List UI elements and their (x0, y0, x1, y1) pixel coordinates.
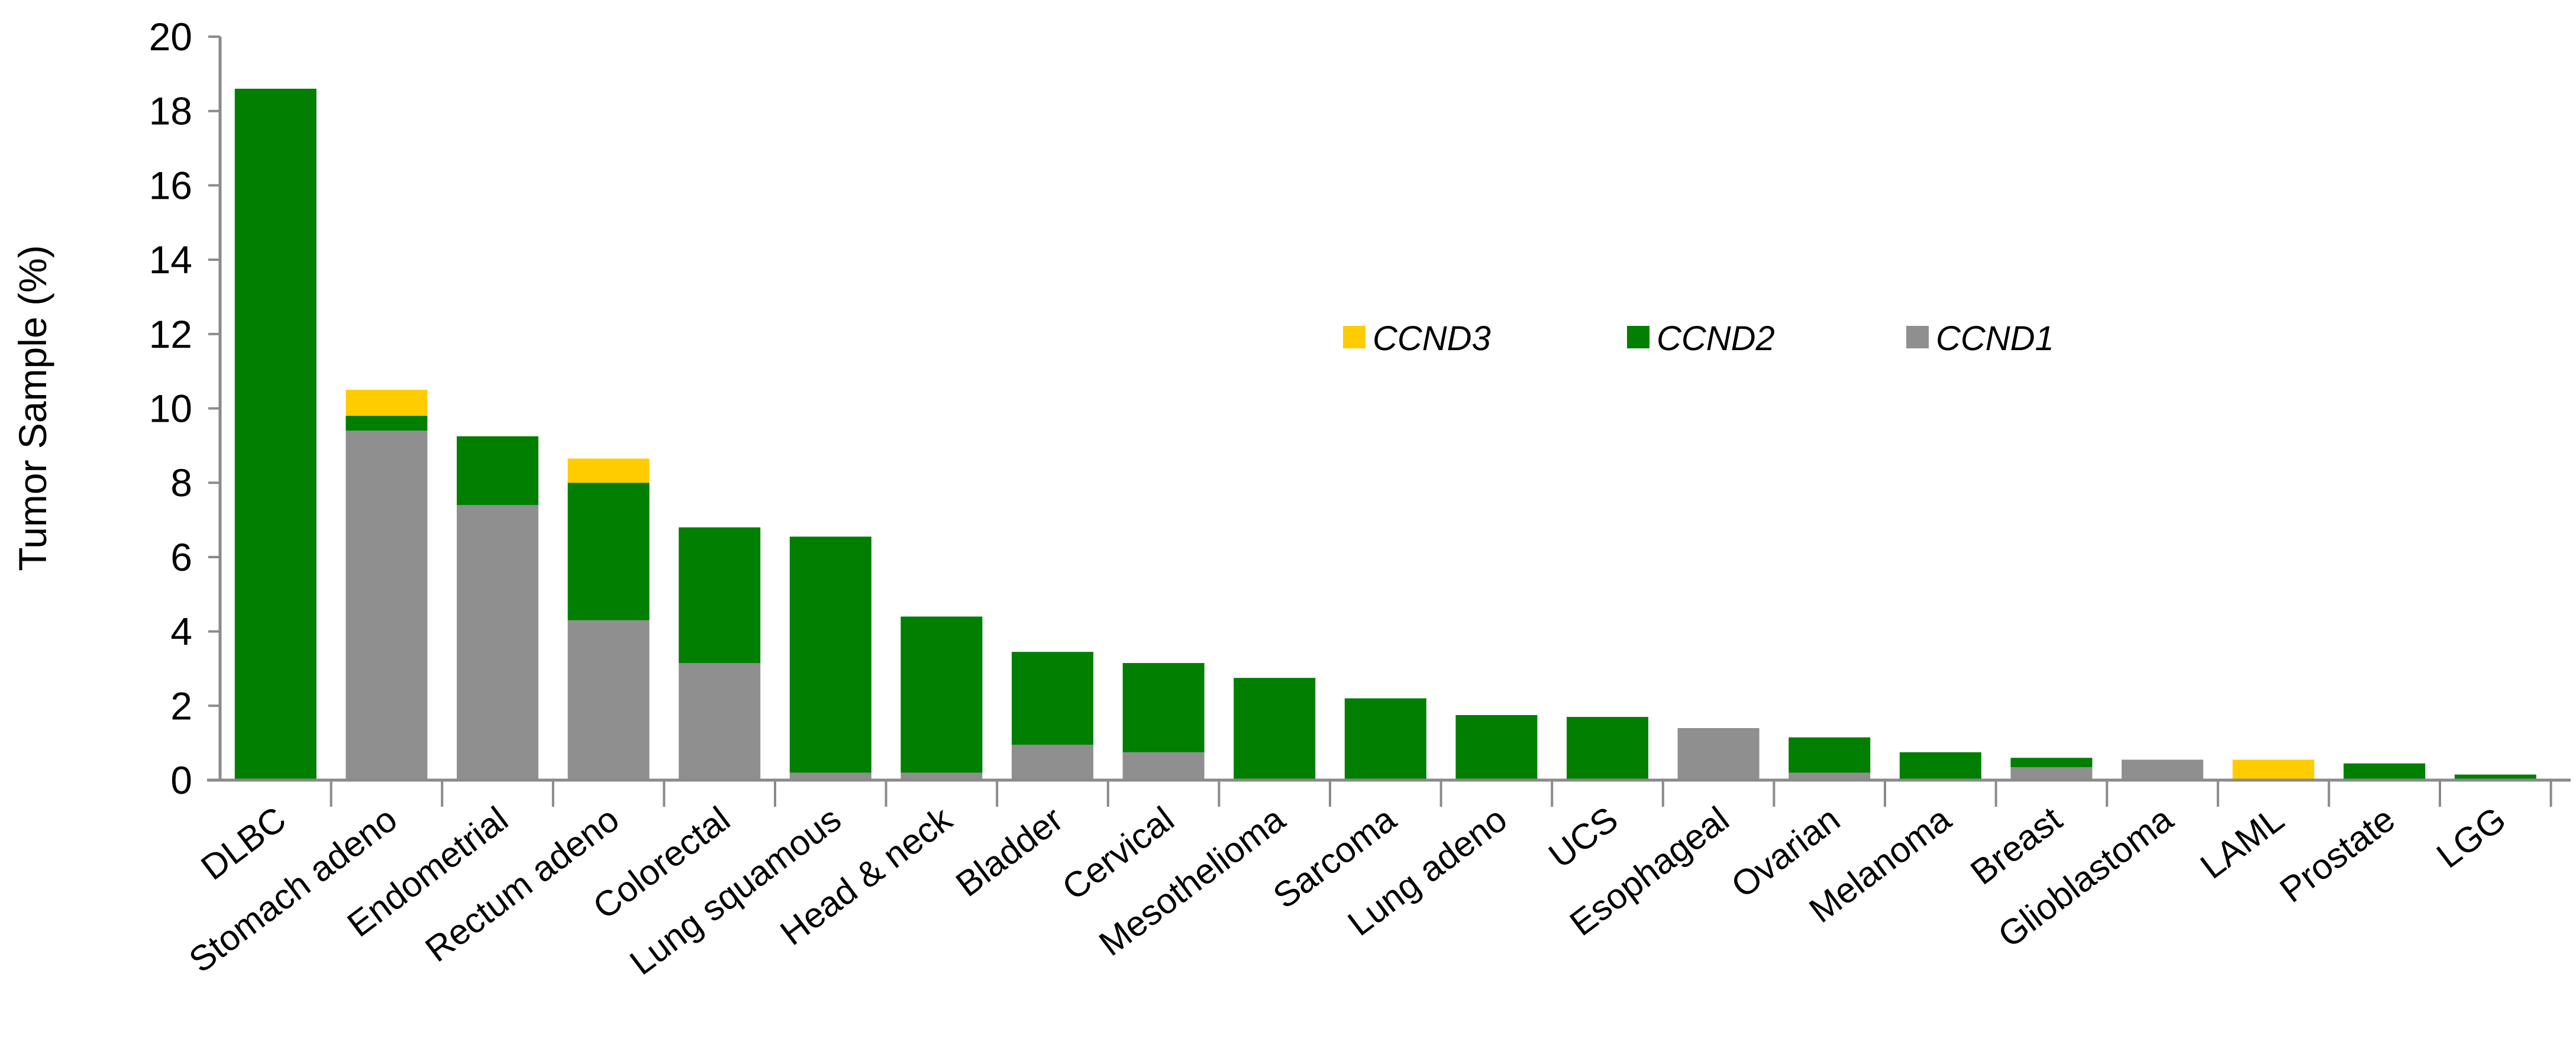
bar-segment-ccnd1 (1122, 752, 1205, 780)
bar-segment-ccnd1 (2122, 759, 2203, 780)
bar-segment-ccnd2 (1789, 737, 1871, 773)
bar-segment-ccnd2 (1899, 752, 1981, 780)
bar-segment-ccnd1 (1012, 745, 1093, 780)
bar-segment-ccnd2 (2010, 758, 2093, 768)
bar-segment-ccnd2 (679, 527, 761, 664)
bar-segment-ccnd1 (2010, 767, 2093, 780)
y-tick-label: 12 (149, 312, 192, 356)
legend-label: CCND3 (1373, 319, 1491, 358)
bar-segment-ccnd2 (1344, 698, 1426, 780)
legend-label: CCND2 (1657, 319, 1775, 358)
bar-segment-ccnd1 (346, 431, 428, 780)
bar-segment-ccnd2 (567, 483, 650, 620)
bar-segment-ccnd2 (900, 616, 983, 773)
x-tick-label: Prostate (2272, 799, 2402, 910)
bar-segment-ccnd1 (457, 505, 538, 780)
bar-segment-ccnd2 (1234, 678, 1316, 780)
bars-group (234, 88, 2536, 781)
y-tick-label: 16 (149, 163, 192, 207)
y-tick-label: 14 (149, 238, 192, 282)
x-tick-label: Bladder (948, 799, 1070, 904)
bar-segment-ccnd2 (1455, 715, 1538, 780)
x-tick-label: Mesothelioma (1092, 798, 1292, 963)
bar-segment-ccnd2 (789, 536, 871, 773)
y-axis-label: Tumor Sample (%) (11, 245, 54, 571)
y-tick-label: 10 (149, 387, 192, 431)
bar-segment-ccnd2 (346, 416, 428, 431)
bar-segment-ccnd3 (2232, 759, 2314, 780)
y-tick-label: 18 (149, 89, 192, 133)
legend-swatch-ccnd1 (1906, 326, 1929, 348)
x-tick-label: DLBC (193, 799, 293, 888)
x-tick-label: LGG (2429, 799, 2513, 876)
bar-segment-ccnd2 (457, 436, 538, 505)
bar-segment-ccnd2 (234, 88, 317, 781)
bar-segment-ccnd2 (1012, 652, 1093, 745)
bar-segment-ccnd1 (567, 620, 650, 780)
y-tick-label: 8 (170, 461, 192, 505)
x-tick-label: LAML (2193, 799, 2291, 887)
x-tick-label: Rectum adeno (418, 799, 626, 969)
bar-segment-ccnd1 (900, 772, 983, 780)
bar-segment-ccnd1 (789, 772, 871, 780)
bar-segment-ccnd2 (1122, 663, 1205, 752)
y-tick-label: 4 (170, 610, 192, 654)
bar-segment-ccnd1 (1677, 728, 1760, 780)
bar-segment-ccnd2 (1567, 717, 1648, 780)
bar-segment-ccnd3 (567, 458, 650, 483)
legend: CCND3 CCND2 CCND1 (1343, 319, 2054, 358)
y-tick-label: 0 (170, 758, 192, 802)
bar-segment-ccnd2 (2454, 774, 2536, 780)
bar-segment-ccnd1 (1789, 772, 1871, 780)
x-tick-label: UCS (1541, 799, 1625, 876)
y-tick-label: 2 (170, 684, 192, 727)
legend-label: CCND1 (1936, 319, 2054, 358)
bar-segment-ccnd1 (679, 663, 761, 780)
y-tick-label: 20 (149, 15, 192, 59)
bar-segment-ccnd2 (2343, 763, 2426, 780)
legend-swatch-ccnd2 (1627, 326, 1649, 348)
y-ticks-group: 0 2 4 6 8 10 12 14 16 18 20 (149, 15, 220, 802)
y-tick-label: 6 (170, 535, 192, 579)
legend-swatch-ccnd3 (1343, 326, 1366, 348)
bar-segment-ccnd3 (346, 390, 428, 416)
